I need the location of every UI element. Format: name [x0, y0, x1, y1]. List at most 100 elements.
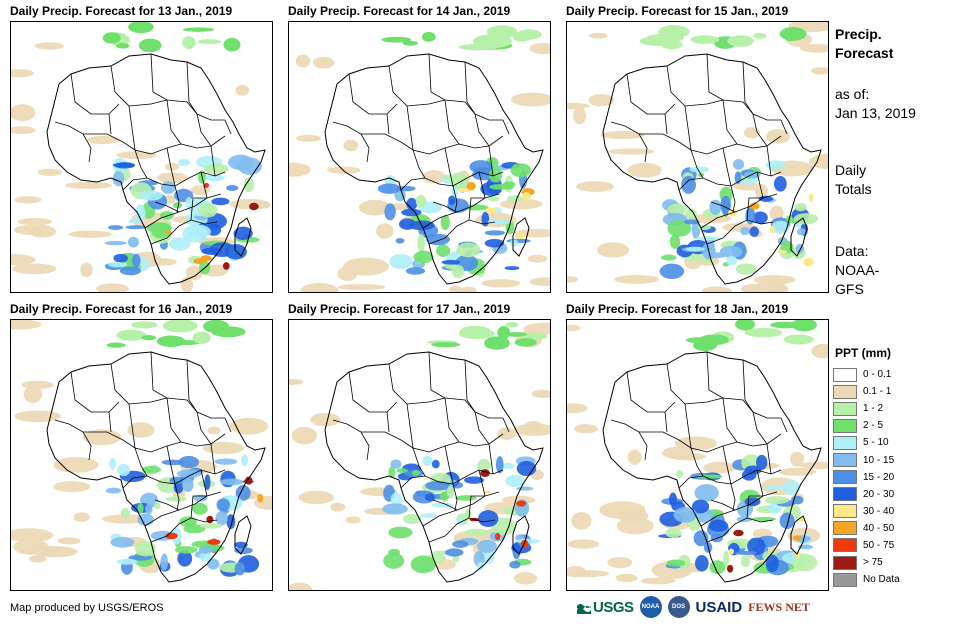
rain-area [182, 36, 196, 49]
heavy-rain-cell [249, 202, 259, 211]
drizzle-area [185, 265, 203, 281]
rain-area [752, 211, 768, 224]
rain-area [398, 218, 416, 230]
rain-area [235, 484, 251, 501]
rain-area [758, 195, 774, 202]
country-border [188, 145, 226, 179]
rain-area [197, 39, 221, 45]
rain-area [413, 250, 434, 264]
rain-area [481, 211, 490, 227]
madagascar-outline [234, 515, 252, 555]
rain-area [169, 476, 185, 485]
drizzle-area [96, 283, 129, 292]
drizzle-area [295, 54, 311, 68]
country-border [722, 99, 782, 149]
rain-area [497, 325, 511, 340]
rain-area [441, 259, 461, 265]
rain-area [104, 240, 127, 246]
africa-coastline [602, 53, 822, 285]
drizzle-area [289, 378, 304, 386]
africa-coastline [324, 351, 544, 583]
madagascar-outline [790, 217, 808, 257]
forecast-panel-6: Daily Precip. Forecast for 18 Jan., 2019 [566, 302, 829, 592]
country-border [154, 495, 207, 519]
country-border [54, 121, 92, 163]
drizzle-area [235, 84, 250, 96]
rain-area [512, 32, 532, 42]
heavy-rain-cell [485, 207, 498, 214]
rain-area [735, 263, 757, 275]
asof-date: Jan 13, 2019 [835, 105, 916, 121]
rain-area [487, 196, 500, 202]
legend-label: 1 - 2 [863, 403, 884, 415]
rain-area [411, 469, 420, 476]
country-border [361, 431, 414, 449]
country-border [610, 121, 648, 163]
rain-area [215, 511, 228, 526]
rain-area [214, 458, 238, 465]
country-border [678, 177, 746, 191]
africa-precip-svg [289, 25, 550, 292]
drizzle-area [641, 577, 676, 585]
drizzle-area [600, 130, 645, 140]
rain-area [506, 195, 523, 203]
rain-area [234, 562, 246, 576]
fews-net-logo: FEWS NET [748, 599, 810, 614]
drizzle-area [29, 554, 47, 563]
rain-area [403, 513, 422, 525]
rain-area [448, 195, 456, 206]
rain-area [117, 463, 131, 477]
rain-area [421, 31, 436, 42]
country-border [108, 105, 182, 155]
country-border [466, 443, 504, 477]
drizzle-area [514, 572, 538, 585]
heavy-rain-cell [792, 535, 802, 541]
legend-item: 20 - 30 [833, 486, 900, 503]
rain-area [388, 466, 396, 479]
drizzle-area [298, 490, 334, 505]
legend-label: > 75 [863, 557, 883, 569]
rain-area [753, 32, 767, 39]
legend-label: 0 - 0.1 [863, 369, 892, 381]
drizzle-area [669, 452, 707, 461]
drizzle-area [531, 389, 550, 398]
drizzle-area [12, 263, 57, 275]
rain-area [509, 239, 519, 247]
drizzle-area [343, 139, 359, 152]
rain-area [178, 455, 200, 469]
noaa-logo: NOAA [639, 596, 662, 618]
drizzle-area [337, 284, 386, 291]
legend-swatch [833, 470, 857, 485]
panel-title: Daily Precip. Forecast for 18 Jan., 2019 [566, 302, 789, 316]
usaid-logo: USAID [695, 598, 743, 616]
country-border [730, 469, 764, 511]
africa-precip-svg [289, 322, 550, 590]
drizzle-area [23, 385, 43, 404]
drizzle-area [460, 286, 477, 292]
rain-area [432, 550, 449, 556]
country-border [174, 469, 208, 511]
rain-area [446, 485, 454, 499]
country-border [361, 133, 414, 151]
rain-area [178, 158, 191, 167]
drizzle-area [811, 67, 828, 75]
rain-area [424, 493, 435, 502]
legend-title: PPT (mm) [835, 346, 892, 360]
rain-area [134, 541, 156, 557]
country-border [110, 65, 168, 107]
rain-area [211, 197, 230, 206]
legend-item: 2 - 5 [833, 417, 900, 434]
forecast-panel-2: Daily Precip. Forecast for 14 Jan., 2019 [288, 4, 551, 294]
rain-area [204, 474, 211, 491]
legend-item: 15 - 20 [833, 469, 900, 486]
drizzle-area [527, 254, 548, 263]
drizzle-area [588, 94, 615, 107]
drizzle-area [567, 276, 579, 283]
drizzle-area [11, 254, 36, 266]
drizzle-area [567, 324, 581, 332]
legend-item: 0 - 0.1 [833, 366, 900, 383]
country-border [744, 145, 782, 179]
rain-area [199, 523, 223, 529]
drizzle-area [573, 106, 587, 125]
country-border [166, 99, 226, 149]
